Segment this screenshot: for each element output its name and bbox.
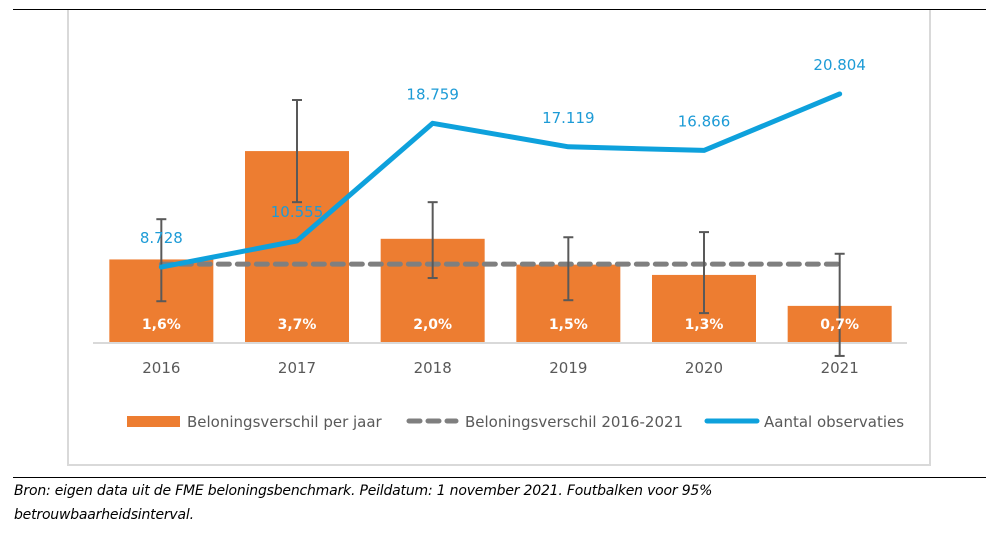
bottom-rule [13,477,986,478]
error-bars [156,98,845,357]
observations-value-label: 8.728 [140,229,183,247]
chart: 1,6% 3,7% 2,0% 1,5% 1,3% 0,7% 8.728 10.555 18.75… [93,56,907,431]
bar-value-label: 3,7% [278,317,317,333]
observations-value-label: 20.804 [813,56,866,74]
top-rule [13,9,986,10]
bar-value-label: 1,3% [685,317,724,333]
bars [109,151,892,342]
error-bar-2018 [427,201,438,280]
error-bar-2020 [699,231,709,315]
x-tick-label: 2017 [278,359,316,377]
legend-label-bar: Beloningsverschil per jaar [187,413,383,431]
x-tick-label: 2020 [685,359,723,377]
legend: Beloningsverschil per jaar Beloningsvers… [127,413,904,431]
source-caption-line-1: Bron: eigen data uit de FME beloningsben… [14,483,713,499]
bar-value-label: 0,7% [820,317,859,333]
bar-value-label: 1,5% [549,317,588,333]
x-tick-label: 2021 [821,359,859,377]
x-tick-labels: 2016 2017 2018 2019 2020 2021 [142,359,859,377]
bar-value-label: 2,0% [413,317,452,333]
x-tick-label: 2018 [414,359,452,377]
observations-polyline [158,91,843,270]
data-labels: 1,6% 3,7% 2,0% 1,5% 1,3% 0,7% 8.728 10.555 18.75… [140,56,866,333]
legend-swatch-bar [127,416,180,427]
error-bar-2017 [292,98,302,204]
observations-value-label: 16.866 [678,112,731,130]
observations-value-label: 17.119 [542,109,595,127]
error-bar-2016 [156,218,167,303]
bar-value-label: 1,6% [142,317,181,333]
observations-value-label: 10.555 [271,203,324,221]
observations-value-label: 18.759 [406,85,459,103]
legend-label-dashed: Beloningsverschil 2016-2021 [465,413,683,431]
x-tick-label: 2016 [142,359,180,377]
x-tick-label: 2019 [549,359,587,377]
source-caption-line-2: betrouwbaarheidsinterval. [14,507,194,523]
error-bar-2019 [563,236,574,302]
error-bar-2021 [834,252,845,357]
observations-line [158,91,843,270]
chart-frame [67,10,931,466]
legend-label-line: Aantal observaties [764,413,904,431]
